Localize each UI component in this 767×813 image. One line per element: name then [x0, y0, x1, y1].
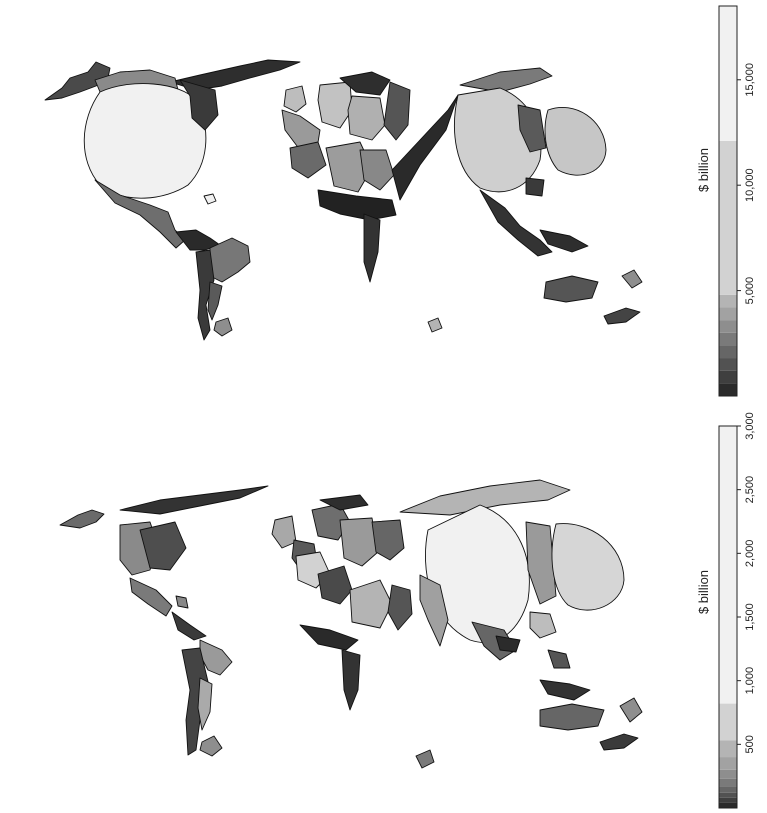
- bottom-region-new-zealand: [599, 733, 639, 751]
- bottom-region-africa-south: [341, 649, 361, 711]
- top-legend-band-7: [719, 294, 737, 308]
- top-legend-bands: [719, 6, 737, 396]
- bottom-legend-tick-label-2: 1,500: [744, 603, 756, 631]
- bottom-region-alaska: [59, 509, 105, 529]
- top-legend-band-5: [719, 320, 737, 333]
- top-legend-frame: [718, 5, 738, 397]
- top-region-spain: [289, 141, 327, 179]
- top-region-korea: [517, 104, 547, 153]
- top-region-scandinavia: [339, 71, 391, 96]
- top-legend-band-3: [719, 345, 737, 359]
- bottom-region-pacific-island: [619, 697, 643, 723]
- bottom-legend-bands: [719, 426, 737, 808]
- top-legend-band-1: [719, 370, 737, 384]
- bottom-region-uk: [271, 515, 297, 549]
- bottom-legend-title: $ billion: [696, 570, 711, 614]
- bottom-region-thailand: [495, 635, 521, 653]
- bottom-region-central-america: [171, 611, 207, 641]
- top-legend-band-8: [719, 140, 737, 295]
- top-legend: 5,000 10,000 15,000 $ billion: [696, 5, 756, 397]
- bottom-legend-tick-label-1: 1,000: [744, 667, 756, 695]
- top-legend-band-0: [719, 383, 737, 396]
- top-region-alaska-mid: [179, 79, 219, 131]
- bottom-region-north-africa: [299, 624, 359, 651]
- bottom-map: [59, 479, 643, 769]
- top-region-japan: [544, 106, 607, 176]
- bottom-region-falklands: [199, 735, 223, 757]
- bottom-legend-tick-label-5: 3,000: [744, 412, 756, 440]
- bottom-region-japan: [551, 523, 625, 611]
- bottom-region-madagascar: [415, 749, 435, 769]
- top-region-africa-south: [363, 213, 381, 283]
- top-region-italy: [347, 95, 386, 141]
- top-region-new-zealand: [603, 307, 641, 325]
- bottom-region-andes: [181, 647, 211, 756]
- bottom-legend-band-6: [719, 757, 737, 770]
- top-region-pacific-island: [621, 269, 643, 289]
- top-region-andes: [195, 249, 215, 341]
- bottom-region-argentina: [197, 677, 213, 731]
- bottom-legend-band-9: [719, 426, 737, 704]
- bottom-region-middle-east: [349, 579, 393, 629]
- top-region-uk: [283, 85, 307, 113]
- top-region-middle-east: [359, 149, 395, 191]
- bottom-region-usa: [139, 521, 187, 571]
- bottom-legend-band-4: [719, 778, 737, 787]
- top-legend-ticks: 5,000 10,000 15,000: [737, 63, 756, 304]
- bottom-legend: 500 1,000 1,500 2,000 2,500 3,000 $ billion: [696, 412, 756, 809]
- bottom-region-arctic-strip: [119, 485, 269, 515]
- bottom-legend-band-1: [719, 797, 737, 803]
- bottom-region-russia-west: [371, 519, 405, 561]
- top-region-russia-west: [383, 81, 411, 141]
- bottom-region-scandinavia: [319, 494, 369, 511]
- bottom-legend-band-7: [719, 740, 737, 758]
- top-region-argentina: [207, 281, 223, 321]
- bottom-legend-band-5: [719, 769, 737, 779]
- bottom-region-mexico: [129, 577, 173, 617]
- top-legend-band-4: [719, 332, 737, 346]
- bottom-legend-tick-label-3: 2,000: [744, 540, 756, 568]
- bottom-legend-band-8: [719, 703, 737, 741]
- top-region-usa: [83, 83, 207, 199]
- bottom-region-italy: [339, 517, 379, 567]
- top-legend-band-2: [719, 358, 737, 371]
- bottom-legend-tick-label-4: 2,500: [744, 476, 756, 504]
- top-region-southeast-asia: [479, 189, 553, 257]
- top-region-indonesia: [539, 229, 589, 253]
- top-legend-band-6: [719, 307, 737, 321]
- top-region-small-island: [203, 193, 217, 205]
- top-legend-tick-label-2: 15,000: [744, 63, 756, 97]
- bottom-region-philippines: [547, 649, 571, 669]
- bottom-legend-band-2: [719, 792, 737, 798]
- top-region-falklands: [213, 317, 233, 337]
- top-region-madagascar: [427, 317, 443, 333]
- top-region-germany: [317, 81, 353, 129]
- bottom-region-taiwan: [529, 611, 557, 639]
- bottom-region-cuba: [175, 595, 189, 609]
- bottom-region-india: [419, 574, 449, 647]
- bottom-region-indonesia: [539, 679, 591, 701]
- top-legend-tick-label-1: 10,000: [744, 168, 756, 202]
- bottom-region-poland: [317, 565, 353, 605]
- top-legend-band-9: [719, 6, 737, 141]
- bottom-legend-band-3: [719, 786, 737, 793]
- top-region-alaska: [44, 61, 111, 101]
- bottom-region-australia: [539, 703, 605, 731]
- top-legend-tick-label-0: 5,000: [744, 277, 756, 305]
- bottom-legend-tick-label-0: 500: [744, 735, 756, 753]
- top-region-india-strip: [391, 94, 459, 201]
- top-map: [44, 59, 643, 341]
- top-region-north-africa: [317, 189, 397, 221]
- top-legend-title: $ billion: [696, 148, 711, 192]
- bottom-region-iran: [387, 584, 413, 631]
- top-region-taiwan: [525, 177, 545, 197]
- bottom-region-korea: [525, 521, 557, 605]
- top-region-russia-east: [459, 67, 553, 93]
- bottom-legend-ticks: 500 1,000 1,500 2,000 2,500 3,000: [737, 412, 756, 754]
- top-region-australia: [543, 275, 599, 303]
- bottom-legend-band-0: [719, 802, 737, 808]
